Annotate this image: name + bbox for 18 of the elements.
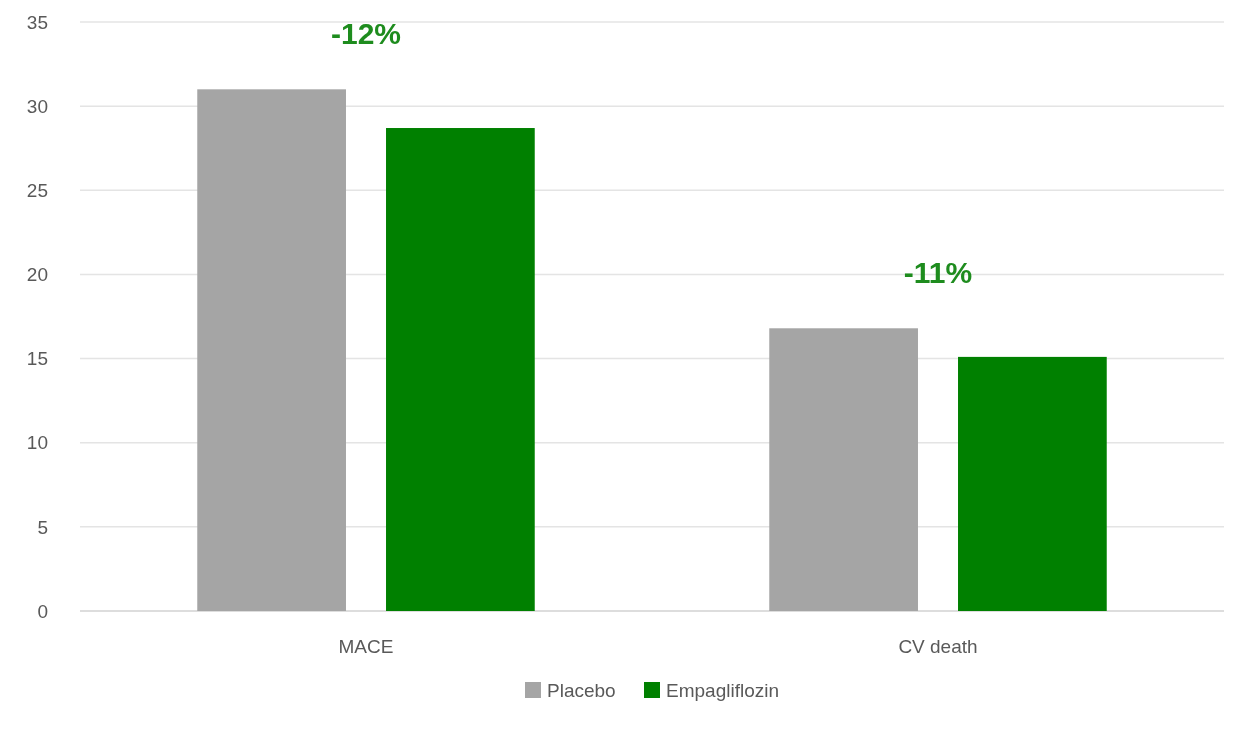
y-tick-label: 10 bbox=[26, 432, 48, 454]
y-tick-label: 35 bbox=[26, 11, 48, 33]
legend-label: Placebo bbox=[547, 679, 616, 701]
y-tick-label: 5 bbox=[37, 516, 48, 538]
y-tick-label: 25 bbox=[26, 179, 48, 201]
annotation: -12% bbox=[330, 16, 402, 50]
annotation: -11% bbox=[903, 255, 973, 289]
bar bbox=[769, 328, 918, 611]
x-tick-label: MACE bbox=[338, 636, 394, 657]
bar bbox=[958, 356, 1107, 611]
y-tick-label: 0 bbox=[37, 600, 48, 622]
x-tick-label: CV death bbox=[898, 636, 978, 657]
bar bbox=[197, 89, 346, 611]
y-tick-label: 30 bbox=[26, 95, 48, 117]
y-tick-label: 20 bbox=[26, 264, 48, 286]
bar bbox=[386, 128, 535, 611]
y-tick-label: 15 bbox=[26, 348, 48, 370]
legend-label: Empagliflozin bbox=[666, 679, 779, 701]
